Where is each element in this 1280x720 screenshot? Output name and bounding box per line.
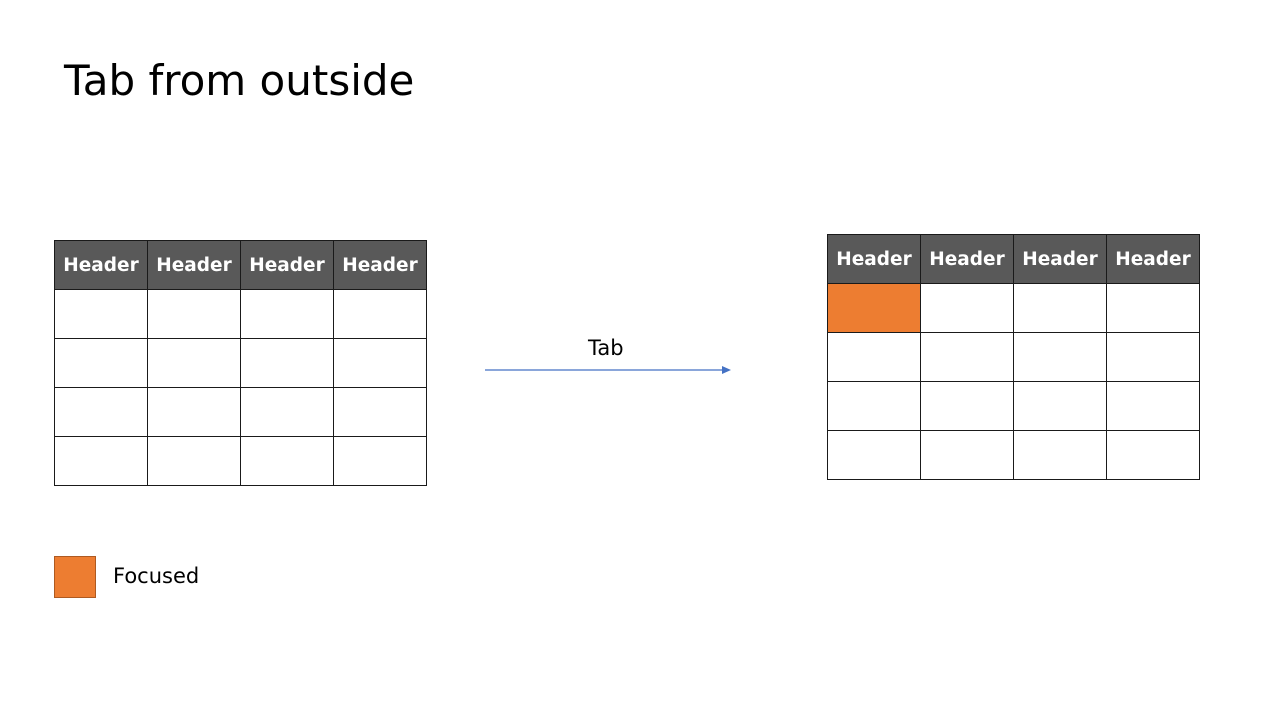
table-cell [1013,283,1107,333]
table-cell [240,289,334,339]
table-cell [920,283,1014,333]
table-cell [1106,430,1200,480]
table-cell [1106,381,1200,431]
table-cell [333,387,427,437]
table-row [827,430,1200,480]
table-row [827,381,1200,431]
focused-cell[interactable] [827,283,921,333]
column-header: Header [1013,234,1107,284]
table-cell [54,338,148,388]
tab-key-label: Tab [588,336,624,360]
table-cell [147,289,241,339]
table-cell [147,387,241,437]
column-header: Header [1106,234,1200,284]
table-row [54,338,427,388]
table-cell [920,381,1014,431]
table-cell [333,338,427,388]
table-row [54,289,427,339]
table-cell [827,332,921,382]
table-cell [54,387,148,437]
slide-title: Tab from outside [64,56,415,105]
table-cell [240,436,334,486]
transition-arrow [485,366,731,374]
arrow-head [722,366,731,374]
legend-focused-label: Focused [113,564,200,588]
table-row [54,436,427,486]
column-header: Header [240,240,334,290]
table-cell [240,338,334,388]
header-row: Header Header Header Header [827,234,1200,284]
table-row [827,332,1200,382]
table-after-tab: Header Header Header Header [827,234,1200,480]
column-header: Header [920,234,1014,284]
table-cell [333,289,427,339]
table-cell [920,430,1014,480]
table-cell [1106,283,1200,333]
table-cell [54,289,148,339]
table-cell [1106,332,1200,382]
column-header: Header [827,234,921,284]
header-row: Header Header Header Header [54,240,427,290]
table-cell [333,436,427,486]
legend-focused-swatch [54,556,96,598]
table-row [827,283,1200,333]
table-cell [920,332,1014,382]
column-header: Header [333,240,427,290]
table-cell [147,436,241,486]
table-cell [827,381,921,431]
table-cell [1013,430,1107,480]
table-row [54,387,427,437]
table-cell [1013,332,1107,382]
table-cell [54,436,148,486]
column-header: Header [54,240,148,290]
table-cell [147,338,241,388]
column-header: Header [147,240,241,290]
table-cell [240,387,334,437]
table-cell [1013,381,1107,431]
table-cell [827,430,921,480]
table-before-tab: Header Header Header Header [54,240,427,486]
